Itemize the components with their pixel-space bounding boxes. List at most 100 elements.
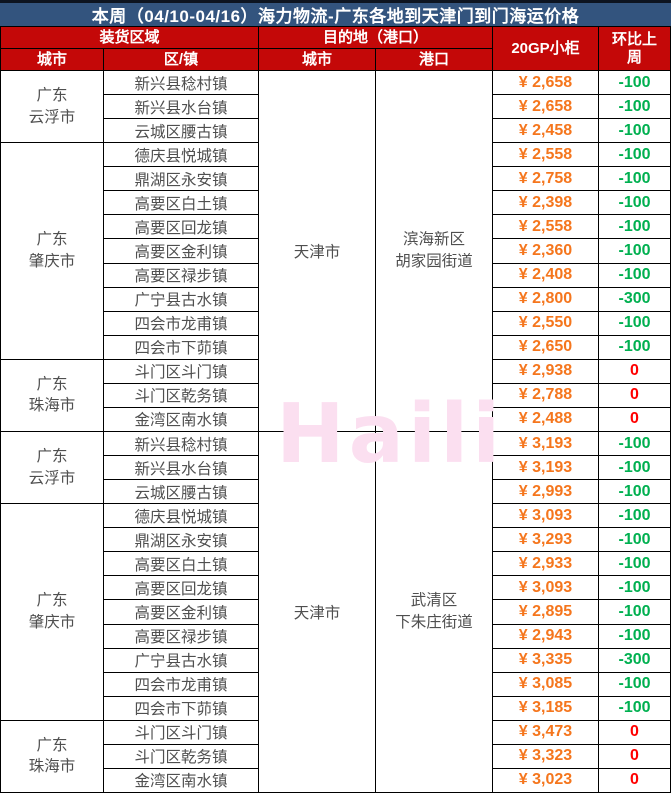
page-title: 本周（04/10-04/16）海力物流-广东各地到天津门到门海运价格 (0, 0, 671, 26)
district-cell: 斗门区乾务镇 (104, 744, 258, 768)
header-dest-city: 城市 (259, 49, 375, 70)
change-cell: -100 (599, 432, 670, 456)
district-cell: 高要区禄步镇 (104, 624, 258, 648)
freight-table: 装货区域 目的地（港口） 20GP小柜 环比上周 城市 区/镇 城市 港口 天津… (0, 26, 671, 793)
district-cell: 金湾区南水镇 (104, 768, 258, 792)
change-cell: -100 (599, 143, 670, 167)
header-city: 城市 (1, 49, 103, 70)
price-cell: ¥ 3,185 (493, 696, 598, 720)
dest-city-cell: 天津市 (259, 432, 375, 792)
change-cell: -100 (599, 696, 670, 720)
district-cell: 四会市龙甫镇 (104, 672, 258, 696)
change-cell: 0 (599, 720, 670, 744)
district-cell: 鼎湖区永安镇 (104, 167, 258, 191)
change-cell: -100 (599, 167, 670, 191)
change-cell: -300 (599, 287, 670, 311)
city-cell: 广东 云浮市 (1, 432, 103, 504)
district-cell: 云城区腰古镇 (104, 480, 258, 504)
price-cell: ¥ 2,938 (493, 359, 598, 383)
header-container-type: 20GP小柜 (493, 27, 598, 70)
change-cell: -300 (599, 648, 670, 672)
change-cell: -100 (599, 456, 670, 480)
district-cell: 高要区金利镇 (104, 239, 258, 263)
price-cell: ¥ 3,093 (493, 576, 598, 600)
change-cell: -100 (599, 311, 670, 335)
price-cell: ¥ 2,398 (493, 191, 598, 215)
header-port: 港口 (376, 49, 492, 70)
district-cell: 高要区金利镇 (104, 600, 258, 624)
change-cell: -100 (599, 119, 670, 143)
change-cell: 0 (599, 744, 670, 768)
change-cell: 0 (599, 383, 670, 407)
price-cell: ¥ 3,323 (493, 744, 598, 768)
header-week-over-week: 环比上周 (599, 27, 670, 70)
price-cell: ¥ 2,458 (493, 119, 598, 143)
header-district: 区/镇 (104, 49, 258, 70)
change-cell: -100 (599, 480, 670, 504)
change-cell: -100 (599, 71, 670, 95)
district-cell: 四会市下茆镇 (104, 335, 258, 359)
price-cell: ¥ 3,473 (493, 720, 598, 744)
change-cell: -100 (599, 504, 670, 528)
city-cell: 广东 肇庆市 (1, 143, 103, 359)
change-cell: -100 (599, 263, 670, 287)
price-cell: ¥ 3,293 (493, 528, 598, 552)
change-cell: -100 (599, 215, 670, 239)
city-cell: 广东 肇庆市 (1, 504, 103, 720)
district-cell: 高要区白土镇 (104, 552, 258, 576)
price-cell: ¥ 2,488 (493, 407, 598, 431)
change-cell: 0 (599, 359, 670, 383)
change-cell: 0 (599, 768, 670, 792)
district-cell: 德庆县悦城镇 (104, 504, 258, 528)
district-cell: 高要区白土镇 (104, 191, 258, 215)
price-cell: ¥ 2,993 (493, 480, 598, 504)
price-cell: ¥ 2,658 (493, 71, 598, 95)
price-cell: ¥ 2,895 (493, 600, 598, 624)
price-cell: ¥ 2,658 (493, 95, 598, 119)
district-cell: 德庆县悦城镇 (104, 143, 258, 167)
price-cell: ¥ 3,335 (493, 648, 598, 672)
city-cell: 广东 珠海市 (1, 720, 103, 792)
change-cell: -100 (599, 335, 670, 359)
change-cell: -100 (599, 672, 670, 696)
change-cell: -100 (599, 552, 670, 576)
district-cell: 云城区腰古镇 (104, 119, 258, 143)
price-cell: ¥ 2,943 (493, 624, 598, 648)
price-cell: ¥ 2,550 (493, 311, 598, 335)
district-cell: 四会市下茆镇 (104, 696, 258, 720)
change-cell: -100 (599, 239, 670, 263)
price-cell: ¥ 3,193 (493, 432, 598, 456)
city-cell: 广东 珠海市 (1, 359, 103, 431)
price-cell: ¥ 2,933 (493, 552, 598, 576)
price-cell: ¥ 3,023 (493, 768, 598, 792)
city-cell: 广东 云浮市 (1, 71, 103, 143)
price-cell: ¥ 2,758 (493, 167, 598, 191)
district-cell: 高要区回龙镇 (104, 576, 258, 600)
price-cell: ¥ 3,093 (493, 504, 598, 528)
dest-city-cell: 天津市 (259, 71, 375, 431)
price-cell: ¥ 2,800 (493, 287, 598, 311)
district-cell: 鼎湖区永安镇 (104, 528, 258, 552)
port-cell: 武清区 下朱庄街道 (376, 432, 492, 792)
port-cell: 滨海新区 胡家园街道 (376, 71, 492, 431)
change-cell: -100 (599, 528, 670, 552)
price-cell: ¥ 2,408 (493, 263, 598, 287)
change-cell: -100 (599, 624, 670, 648)
district-cell: 广宁县古水镇 (104, 648, 258, 672)
district-cell: 新兴县稔村镇 (104, 432, 258, 456)
change-cell: -100 (599, 95, 670, 119)
change-cell: 0 (599, 407, 670, 431)
district-cell: 金湾区南水镇 (104, 407, 258, 431)
price-cell: ¥ 3,193 (493, 456, 598, 480)
district-cell: 广宁县古水镇 (104, 287, 258, 311)
district-cell: 四会市龙甫镇 (104, 311, 258, 335)
district-cell: 斗门区斗门镇 (104, 359, 258, 383)
price-cell: ¥ 3,085 (493, 672, 598, 696)
price-cell: ¥ 2,558 (493, 143, 598, 167)
header-destination: 目的地（港口） (259, 27, 492, 48)
price-cell: ¥ 2,558 (493, 215, 598, 239)
price-cell: ¥ 2,788 (493, 383, 598, 407)
district-cell: 斗门区乾务镇 (104, 383, 258, 407)
district-cell: 高要区禄步镇 (104, 263, 258, 287)
